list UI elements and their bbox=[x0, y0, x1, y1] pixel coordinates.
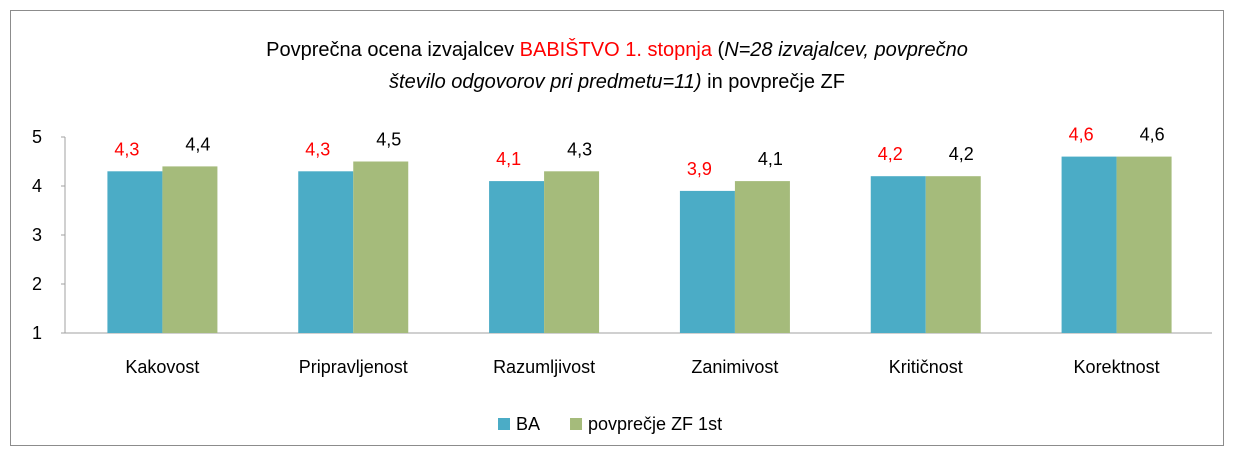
bar bbox=[298, 171, 354, 333]
bar bbox=[162, 166, 218, 333]
title-part: BABIŠTVO 1. stopnja bbox=[520, 38, 713, 61]
title-part: Povprečna ocena izvajalcev bbox=[266, 39, 519, 61]
data-label: 4,5 bbox=[376, 130, 401, 150]
x-tick-label: Kakovost bbox=[125, 357, 199, 377]
bar bbox=[353, 161, 409, 333]
legend-label: povprečje ZF 1st bbox=[588, 414, 722, 434]
bar bbox=[1061, 156, 1117, 333]
title-part: ( bbox=[712, 39, 725, 61]
x-tick-label: Kritičnost bbox=[889, 357, 963, 377]
y-tick-label: 3 bbox=[32, 225, 42, 245]
data-label: 4,1 bbox=[758, 149, 783, 169]
data-label: 3,9 bbox=[687, 159, 712, 179]
y-tick-label: 1 bbox=[32, 323, 42, 343]
data-label: 4,1 bbox=[496, 149, 521, 169]
data-label: 4,3 bbox=[305, 139, 330, 159]
data-label: 4,6 bbox=[1140, 125, 1165, 145]
x-tick-label: Pripravljenost bbox=[299, 357, 408, 377]
title-part: število odgovorov pri predmetu=11) bbox=[389, 71, 702, 93]
data-label: 4,4 bbox=[185, 134, 210, 154]
y-tick-label: 5 bbox=[32, 127, 42, 147]
data-label: 4,2 bbox=[949, 144, 974, 164]
data-label: 4,2 bbox=[878, 144, 903, 164]
x-tick-label: Razumljivost bbox=[493, 357, 595, 377]
legend-label: BA bbox=[516, 414, 540, 434]
bar bbox=[107, 171, 163, 333]
bar bbox=[544, 171, 600, 333]
legend-swatch bbox=[498, 418, 510, 430]
bar bbox=[925, 176, 981, 333]
bar bbox=[870, 176, 926, 333]
data-label: 4,6 bbox=[1069, 125, 1094, 145]
bar bbox=[1116, 156, 1172, 333]
bar bbox=[679, 190, 735, 333]
x-tick-label: Korektnost bbox=[1074, 357, 1160, 377]
chart-title-line: število odgovorov pri predmetu=11) in po… bbox=[389, 71, 845, 93]
bar bbox=[489, 181, 545, 333]
chart-title-line: Povprečna ocena izvajalcev BABIŠTVO 1. s… bbox=[266, 38, 968, 61]
data-label: 4,3 bbox=[114, 139, 139, 159]
title-part: in povprečje ZF bbox=[702, 71, 845, 93]
y-tick-label: 4 bbox=[32, 176, 42, 196]
legend-swatch bbox=[570, 418, 583, 430]
x-tick-label: Zanimivost bbox=[691, 357, 778, 377]
y-tick-label: 2 bbox=[32, 274, 42, 294]
bar bbox=[734, 181, 790, 333]
data-label: 4,3 bbox=[567, 139, 592, 159]
title-part: N=28 izvajalcev, povprečno bbox=[724, 39, 968, 61]
